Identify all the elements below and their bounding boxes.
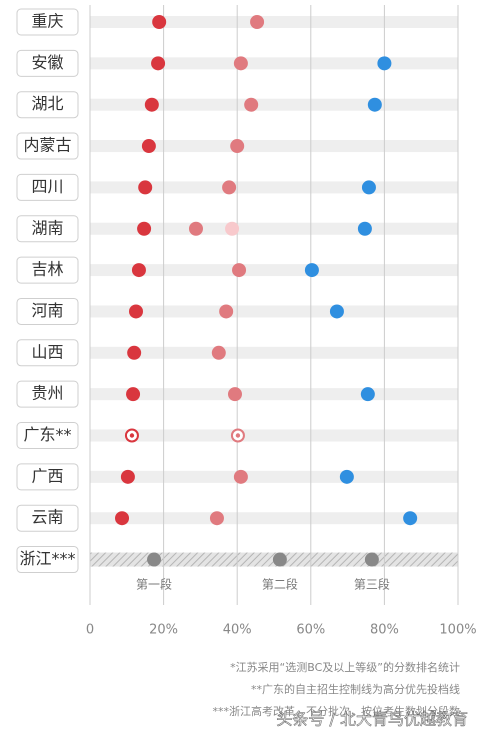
dot <box>209 511 224 526</box>
dot <box>272 552 287 567</box>
dot <box>211 345 226 360</box>
dot <box>361 180 376 195</box>
category-box <box>16 215 79 243</box>
dot <box>222 180 237 195</box>
row-band <box>90 140 458 153</box>
dot <box>233 469 248 484</box>
category-label: 湖北 <box>31 94 63 113</box>
dot <box>131 263 146 278</box>
category-label: 湖南 <box>31 218 63 237</box>
dot <box>364 552 379 567</box>
row-band <box>90 57 458 70</box>
x-tick-label: 20% <box>149 623 178 638</box>
dot <box>115 511 130 526</box>
dot <box>244 97 259 112</box>
dot <box>151 56 166 71</box>
dot <box>225 221 240 236</box>
ring-center <box>129 433 135 438</box>
dot <box>367 97 382 112</box>
row-band <box>90 470 458 483</box>
category-box <box>16 297 79 325</box>
footnote: ***浙江高考改革，不分批次，按位考生数划分段数 <box>213 704 461 718</box>
category-label: 四川 <box>31 177 63 196</box>
row-band <box>90 346 458 359</box>
dot <box>227 387 242 402</box>
dot <box>219 304 234 319</box>
dot <box>329 304 344 319</box>
dot <box>360 387 375 402</box>
dot <box>188 221 203 236</box>
footnote: *江苏采用“选测BC及以上等级”的分数排名统计 <box>230 660 460 674</box>
x-tick-label: 80% <box>370 623 399 638</box>
dot <box>250 15 265 29</box>
footnote: **广东的自主招生控制线为高分优先投档线 <box>251 682 460 696</box>
dot <box>129 304 143 319</box>
dot <box>357 221 372 236</box>
row-band <box>90 98 458 111</box>
category-label: 贵州 <box>31 384 63 403</box>
dot <box>304 263 319 278</box>
category-box <box>16 49 79 77</box>
category-label: 广西 <box>31 466 63 485</box>
category-label: 重庆 <box>31 12 63 31</box>
row-band <box>90 388 458 401</box>
category-label: 内蒙古 <box>23 136 71 155</box>
category-box <box>16 463 79 491</box>
x-tick-label: 40% <box>223 623 252 638</box>
category-box <box>16 256 79 284</box>
category-box <box>16 8 79 36</box>
dot <box>141 139 156 154</box>
dot <box>152 15 167 29</box>
category-box <box>16 422 79 449</box>
segment-label: 第三段 <box>354 577 390 592</box>
x-tick-label: 0 <box>86 623 94 638</box>
segment-label: 第一段 <box>136 577 172 592</box>
watermark: 头条号 / 北大青鸟优越教育 <box>276 710 468 729</box>
category-box <box>16 380 79 408</box>
dot <box>127 345 142 360</box>
row-band <box>90 264 458 277</box>
dot <box>233 56 248 71</box>
dot <box>120 469 135 484</box>
dot <box>147 552 162 567</box>
dot <box>137 221 152 236</box>
category-box <box>16 132 79 160</box>
x-tick-label: 100% <box>439 623 476 638</box>
dot <box>339 469 354 484</box>
dot <box>144 97 159 112</box>
row-band <box>90 16 458 28</box>
dot <box>138 180 153 195</box>
row-band <box>90 305 458 318</box>
category-box <box>16 91 79 119</box>
dot <box>403 511 418 526</box>
dot <box>377 56 392 71</box>
category-box <box>16 504 79 532</box>
category-label: 山西 <box>31 342 63 361</box>
x-tick-label: 60% <box>296 623 325 638</box>
row-band <box>90 429 458 442</box>
ring-center <box>235 433 241 438</box>
category-label: 河南 <box>31 301 63 320</box>
dot <box>126 387 141 402</box>
segment-label: 第二段 <box>262 577 298 592</box>
dot <box>230 139 245 154</box>
category-box <box>16 339 79 367</box>
category-box <box>16 546 79 574</box>
row-band <box>90 512 458 525</box>
category-box <box>16 173 79 201</box>
category-label: 浙江*** <box>19 549 75 568</box>
category-label: 云南 <box>31 508 63 527</box>
category-label: 吉林 <box>31 260 63 279</box>
category-label: 安徽 <box>31 53 63 72</box>
dot <box>232 263 247 278</box>
category-label: 广东** <box>23 425 71 444</box>
